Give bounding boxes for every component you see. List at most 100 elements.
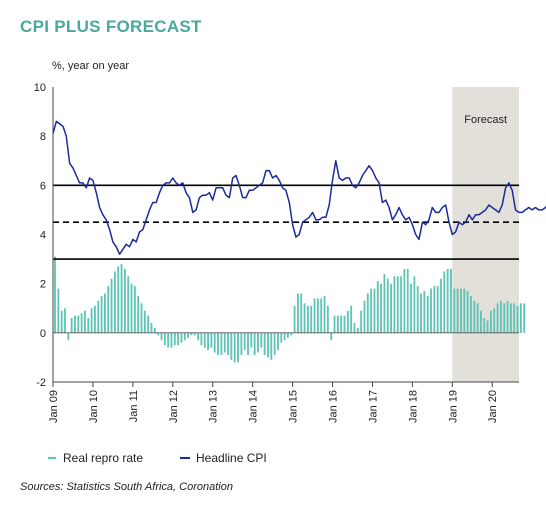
bar-real-repro-rate bbox=[363, 300, 366, 333]
bar-real-repro-rate bbox=[150, 323, 153, 333]
x-tick-label: Jan 09 bbox=[48, 390, 60, 423]
bar-real-repro-rate bbox=[353, 323, 356, 333]
bar-real-repro-rate bbox=[486, 320, 489, 333]
reference-lines bbox=[53, 184, 519, 260]
bar-real-repro-rate bbox=[426, 295, 429, 333]
bar-real-repro-rate bbox=[370, 288, 373, 333]
y-tick-label: 10 bbox=[34, 82, 46, 94]
bar-real-repro-rate bbox=[413, 276, 416, 333]
bar-real-repro-rate bbox=[366, 293, 369, 333]
bar-real-repro-rate bbox=[403, 268, 406, 333]
bar-real-repro-rate bbox=[94, 305, 96, 333]
y-tick-label: 6 bbox=[40, 180, 46, 192]
bar-real-repro-rate bbox=[300, 293, 303, 333]
bar-real-repro-rate bbox=[440, 278, 442, 333]
bar-real-repro-rate bbox=[420, 293, 422, 333]
bar-series-real-repro-rate bbox=[54, 256, 526, 363]
bar-real-repro-rate bbox=[416, 286, 419, 333]
bar-real-repro-rate bbox=[54, 256, 56, 333]
forecast-shade bbox=[452, 87, 519, 382]
bar-real-repro-rate bbox=[87, 318, 90, 333]
y-tick-label: 2 bbox=[40, 279, 46, 291]
bar-real-repro-rate bbox=[113, 271, 116, 333]
bar-real-repro-rate bbox=[187, 332, 190, 338]
bar-real-repro-rate bbox=[433, 286, 436, 333]
bar-real-repro-rate bbox=[183, 332, 186, 341]
bar-real-repro-rate bbox=[217, 332, 219, 355]
bar-real-repro-rate bbox=[513, 303, 516, 333]
bar-real-repro-rate bbox=[373, 288, 376, 333]
x-tick-label: Jan 15 bbox=[288, 390, 300, 423]
bar-real-repro-rate bbox=[376, 281, 379, 333]
bar-real-repro-rate bbox=[290, 332, 293, 336]
bar-real-repro-rate bbox=[499, 300, 502, 333]
forecast-label: Forecast bbox=[464, 114, 507, 126]
bar-real-repro-rate bbox=[303, 303, 306, 333]
bar-real-repro-rate bbox=[390, 283, 393, 333]
x-tick-label: Jan 19 bbox=[447, 390, 459, 423]
bar-real-repro-rate bbox=[423, 291, 426, 333]
bar-real-repro-rate bbox=[263, 332, 266, 355]
bar-real-repro-rate bbox=[103, 293, 106, 333]
bar-real-repro-rate bbox=[273, 332, 276, 355]
bar-real-repro-rate bbox=[456, 288, 459, 333]
bar-real-repro-rate bbox=[223, 332, 226, 353]
bar-real-repro-rate bbox=[240, 332, 243, 355]
bar-real-repro-rate bbox=[163, 332, 166, 346]
bar-real-repro-rate bbox=[356, 327, 359, 333]
bar-real-repro-rate bbox=[323, 295, 326, 333]
bar-real-repro-rate bbox=[343, 315, 346, 333]
bar-real-repro-rate bbox=[450, 268, 452, 333]
bar-real-repro-rate bbox=[237, 332, 239, 363]
bar-real-repro-rate bbox=[320, 298, 323, 333]
x-tick-label: Jan 12 bbox=[168, 390, 180, 423]
bar-real-repro-rate bbox=[267, 332, 269, 358]
x-tick-label: Jan 10 bbox=[88, 390, 100, 423]
x-axis-ticks: Jan 09 Jan 10 Jan 11 Jan 12 Jan 13 Jan 14 Jan … bbox=[48, 382, 499, 423]
bar-real-repro-rate bbox=[70, 318, 73, 333]
bar-real-repro-rate bbox=[127, 276, 130, 333]
bar-real-repro-rate bbox=[207, 332, 209, 351]
bar-real-repro-rate bbox=[443, 271, 446, 333]
bar-real-repro-rate bbox=[333, 315, 336, 333]
bar-real-repro-rate bbox=[490, 310, 492, 333]
bar-real-repro-rate bbox=[64, 308, 66, 333]
line-headline-cpi bbox=[52, 120, 546, 255]
bar-real-repro-rate bbox=[430, 288, 432, 333]
bar-real-repro-rate bbox=[476, 303, 479, 333]
x-tick-label: Jan 18 bbox=[407, 390, 419, 423]
bar-real-repro-rate bbox=[523, 303, 526, 333]
bar-real-repro-rate bbox=[410, 283, 412, 333]
source-note: Sources: Statistics South Africa, Corona… bbox=[20, 481, 233, 493]
bar-real-repro-rate bbox=[280, 332, 283, 343]
bar-real-repro-rate bbox=[386, 278, 389, 333]
bar-real-repro-rate bbox=[210, 332, 213, 348]
bar-real-repro-rate bbox=[396, 276, 399, 333]
bar-real-repro-rate bbox=[200, 332, 203, 346]
bar-real-repro-rate bbox=[316, 298, 319, 333]
bar-real-repro-rate bbox=[340, 315, 343, 333]
bar-real-repro-rate bbox=[137, 295, 140, 333]
bar-real-repro-rate bbox=[393, 276, 396, 333]
bar-real-repro-rate bbox=[84, 310, 86, 333]
bar-real-repro-rate bbox=[460, 288, 462, 333]
bar-real-repro-rate bbox=[453, 288, 456, 333]
x-tick-label: Jan 17 bbox=[367, 390, 379, 423]
bar-real-repro-rate bbox=[260, 332, 263, 348]
bar-real-repro-rate bbox=[180, 332, 183, 343]
bar-real-repro-rate bbox=[483, 318, 486, 333]
bar-real-repro-rate bbox=[97, 300, 100, 333]
y-tick-label: 8 bbox=[40, 131, 46, 143]
bar-real-repro-rate bbox=[446, 268, 449, 333]
bar-real-repro-rate bbox=[473, 300, 476, 333]
bar-real-repro-rate bbox=[360, 310, 363, 333]
bar-real-repro-rate bbox=[173, 332, 176, 346]
bar-real-repro-rate bbox=[117, 266, 120, 333]
bar-real-repro-rate bbox=[283, 332, 286, 341]
bar-real-repro-rate bbox=[133, 286, 136, 333]
bar-real-repro-rate bbox=[493, 308, 496, 333]
x-tick-label: Jan 11 bbox=[128, 390, 140, 422]
bar-real-repro-rate bbox=[57, 288, 60, 333]
y-tick-label: 4 bbox=[40, 230, 46, 242]
